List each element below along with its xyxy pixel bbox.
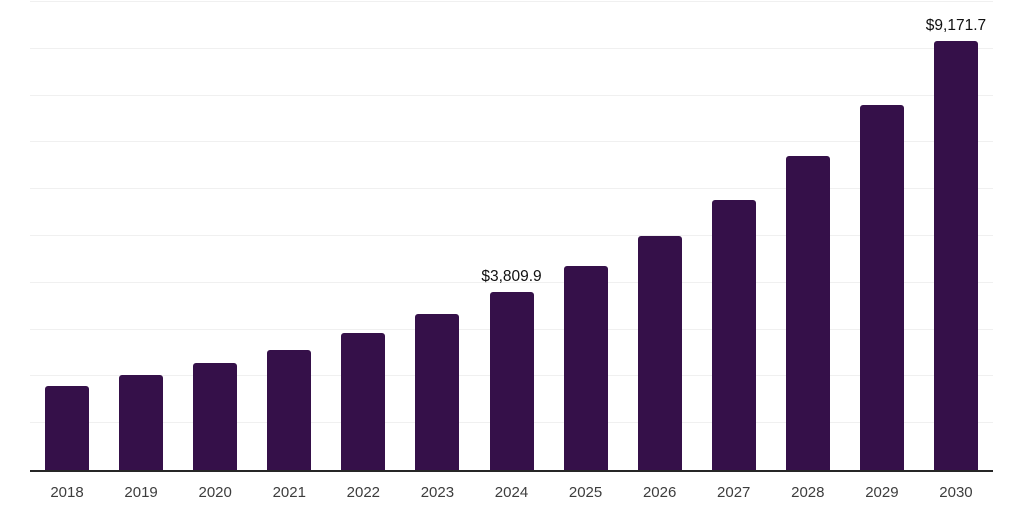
bar-2020[interactable] (193, 363, 238, 470)
x-tick-2024: 2024 (494, 484, 529, 501)
x-tick-2029: 2029 (865, 484, 899, 501)
x-tick-2022: 2022 (346, 484, 381, 501)
bar-2024[interactable] (489, 291, 534, 470)
x-tick-2018: 2018 (50, 484, 84, 501)
x-tick-2019: 2019 (124, 484, 158, 501)
gridline-6000 (30, 188, 993, 190)
gridline-4000 (30, 281, 993, 283)
x-tick-2021: 2021 (272, 484, 306, 501)
bar-2026[interactable] (637, 236, 682, 470)
bar-2029[interactable] (859, 104, 904, 470)
gridline-9000 (30, 47, 993, 49)
bar-2021[interactable] (267, 349, 312, 470)
x-tick-2027: 2027 (717, 484, 751, 501)
gridline-10000 (30, 1, 993, 2)
x-tick-2023: 2023 (420, 484, 455, 501)
bar-2023[interactable] (415, 314, 460, 470)
x-axis: 2018 2019 2020 2021 2022 2023 2024 2025 2026 2027… (30, 484, 993, 504)
gridline-8000 (30, 94, 993, 96)
x-tick-2020: 2020 (198, 484, 232, 501)
x-tick-2026: 2026 (642, 484, 677, 501)
bar-2028[interactable] (785, 156, 830, 470)
bar-2022[interactable] (341, 332, 386, 470)
gridline-7000 (30, 141, 993, 143)
value-label-2030: $9,171.7 (925, 16, 987, 34)
x-tick-2030: 2030 (939, 484, 973, 501)
value-label-2024: $3,809.9 (481, 267, 542, 285)
bar-2025[interactable] (563, 266, 608, 470)
bar-2030[interactable] (933, 40, 978, 470)
bar-2018[interactable] (45, 386, 90, 470)
plot-area: $3,809.9 $9,171.7 (30, 1, 993, 472)
gridline-5000 (30, 235, 993, 236)
x-tick-2025: 2025 (568, 484, 603, 501)
bar-2027[interactable] (711, 199, 756, 470)
x-tick-2028: 2028 (791, 484, 825, 501)
bar-2019[interactable] (119, 375, 164, 470)
